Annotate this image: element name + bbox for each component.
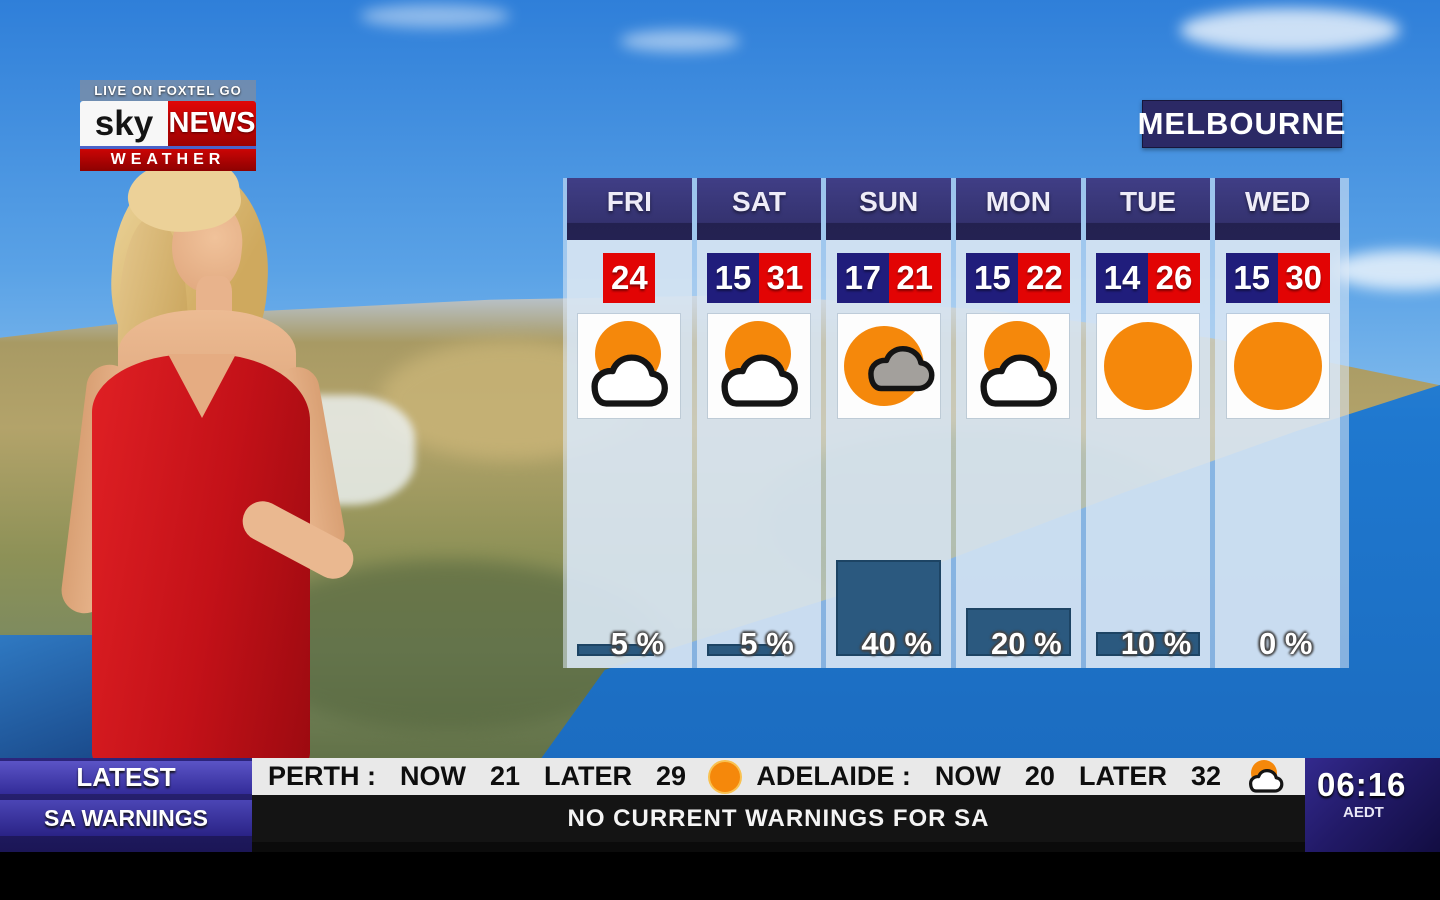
rain-chance-bar [836,560,942,656]
temperature-badges: 15 22 [956,253,1081,303]
rain-chance-bar [577,644,655,656]
partly-cloudy-icon [578,314,681,418]
city-temps-ticker: PERTH : NOW 21 LATER 29 ADELAIDE : NOW 2… [252,758,1305,795]
now-label: NOW [934,761,1001,791]
forecast-day-column: FRI 24 5 % [567,178,692,668]
high-temp: 31 [759,253,811,303]
live-banner: LIVE ON FOXTEL GO [80,80,256,101]
temperature-badges: 15 31 [697,253,822,303]
partly-cloudy-icon [708,314,810,418]
forecast-day-column: SAT 15 31 5 % [696,178,822,668]
now-temp: 21 [489,761,521,791]
lower-ticker: LATEST SA WARNINGS PERTH : NOW 21 LATER … [0,758,1440,852]
temperature-badges: 14 26 [1086,253,1211,303]
later-label: LATER [1078,761,1167,791]
day-label: WED [1215,178,1341,240]
day-label: TUE [1085,178,1211,240]
sky-logo: sky [80,101,168,146]
presenter-neckline [168,354,236,418]
high-temp: 21 [888,253,941,303]
clock-time: 06:16 [1317,766,1407,803]
ticker-left-panel: LATEST SA WARNINGS [0,758,252,852]
rain-chance-label: 5 % [740,626,794,661]
day-label: SAT [696,178,822,240]
low-temp: 15 [1225,253,1278,303]
day-label: MON [956,178,1081,240]
latest-banner: LATEST [0,761,252,794]
low-temp: 14 [1096,253,1149,303]
sunny-icon [1226,314,1329,418]
partly-cloudy-icon [967,314,1070,418]
presenter-red-dress [92,354,310,770]
perth-forecast: PERTH : NOW 21 LATER 29 [268,761,741,792]
rain-chance-bar [1095,632,1201,656]
low-temp: 15 [966,253,1019,303]
sunny-icon [1097,314,1200,418]
forecast-day-column: TUE 14 26 10 % [1085,178,1211,668]
now-temp: 20 [1024,761,1055,791]
clock-timezone: AEDT [1343,804,1384,821]
later-temp: 29 [656,761,687,791]
forecast-panel: FRI 24 5 % SAT 15 31 5 % [563,178,1349,668]
rain-chance-bar [966,608,1071,656]
high-temp: 24 [603,253,656,303]
sun-behind-cloud-icon [837,314,940,418]
rain-chance-label: 0 % [1258,626,1313,661]
channel-logo: LIVE ON FOXTEL GO sky NEWS WEATHER [80,80,256,171]
forecast-day-column: SUN 17 21 40 % [826,178,952,668]
ticker-divider [252,842,1305,852]
day-label: FRI [567,178,692,240]
location-title: MELBOURNE [1138,100,1345,148]
temperature-badges: 24 [567,253,692,303]
city-name: PERTH : [268,761,376,791]
warning-ticker: NO CURRENT WARNINGS FOR SA [252,795,1305,842]
cloud-graphic [1180,8,1400,52]
high-temp: 30 [1277,253,1330,303]
rain-chance-label: 10 % [1120,626,1192,661]
weather-banner: WEATHER [80,146,256,171]
low-temp: 17 [836,253,889,303]
forecast-day-column: WED 15 30 0 % [1215,178,1341,668]
later-temp: 32 [1190,761,1221,791]
now-label: NOW [400,761,466,791]
rain-chance-label: 20 % [991,626,1062,661]
partly-cloudy-icon [1245,759,1285,794]
news-logo: NEWS [168,101,256,146]
city-name: ADELAIDE : [756,761,911,791]
later-label: LATER [544,761,633,791]
low-temp: 15 [707,253,759,303]
cloud-graphic [620,30,740,52]
rain-chance-label: 5 % [610,626,665,661]
weather-presenter [0,152,380,770]
day-label: SUN [826,178,952,240]
clock-panel: 06:16 AEDT [1305,758,1440,852]
rain-chance-bar [706,644,784,656]
temperature-badges: 15 30 [1215,253,1340,303]
letterbox-bar [0,852,1440,900]
rain-chance-label: 40 % [861,626,933,661]
sa-warnings-banner: SA WARNINGS [0,800,252,836]
forecast-day-column: MON 15 22 20 % [956,178,1081,668]
adelaide-forecast: ADELAIDE : NOW 20 LATER 32 [756,759,1285,794]
temperature-badges: 17 21 [826,253,951,303]
cloud-graphic [360,4,510,28]
sunny-icon [710,761,741,792]
high-temp: 26 [1148,253,1201,303]
high-temp: 22 [1018,253,1071,303]
